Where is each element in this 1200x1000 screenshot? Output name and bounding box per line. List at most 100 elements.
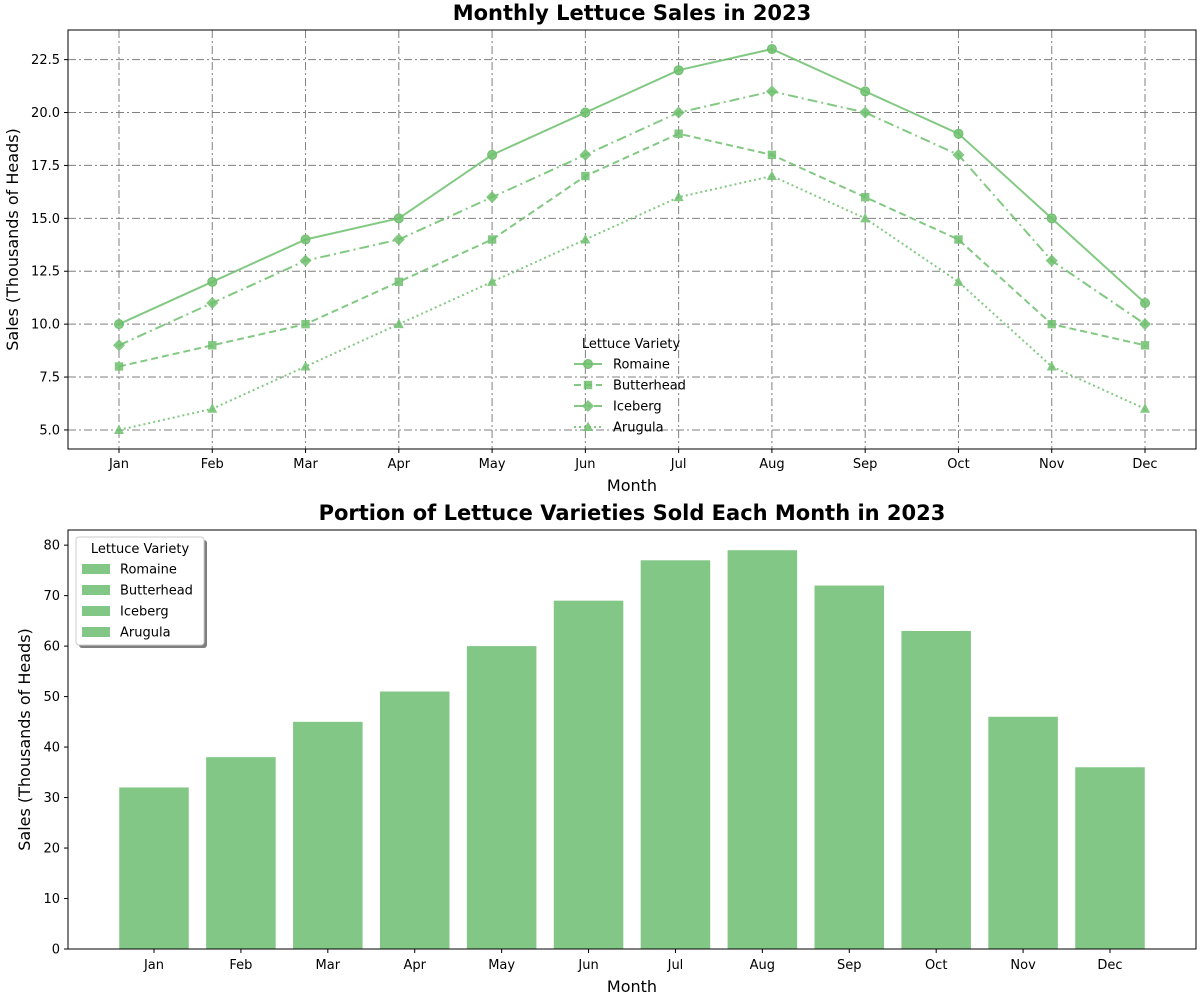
line-point <box>860 192 870 202</box>
line-chart-plot-frame <box>67 29 1197 450</box>
bar <box>901 630 971 949</box>
line-point <box>208 341 217 350</box>
bar-chart-y-axis-label: Sales (Thousands of Heads) <box>15 628 34 851</box>
line-point <box>767 150 777 160</box>
line-point <box>393 213 404 224</box>
line-chart-x-tick-label: Nov <box>1039 457 1065 472</box>
bar-chart-x-tick-label: Feb <box>229 958 252 973</box>
legend-marker <box>583 359 593 369</box>
legend-label: Iceberg <box>613 400 662 415</box>
line-series-butterhead <box>114 129 1150 371</box>
line-chart-x-tick-label: Jan <box>108 457 129 472</box>
line-point <box>672 106 685 119</box>
line-point <box>1140 297 1150 308</box>
bar <box>119 787 189 949</box>
line-chart-x-tick-label: Apr <box>388 457 411 472</box>
line-point <box>580 234 591 244</box>
line-point <box>953 128 964 139</box>
bar-chart-legend-item: Romaine <box>82 563 177 578</box>
bar-chart-x-tick-label: Jun <box>577 958 598 973</box>
bar-chart-title: Portion of Lettuce Varieties Sold Each M… <box>319 501 946 525</box>
legend-swatch <box>82 564 110 574</box>
bar <box>814 585 885 949</box>
bar <box>206 757 276 949</box>
bar-chart-bars <box>119 550 1145 949</box>
line-chart: Monthly Lettuce Sales in 2023 Month Sale… <box>3 1 1197 495</box>
line-point <box>207 403 218 413</box>
line-point <box>954 235 963 244</box>
bar <box>727 550 798 949</box>
legend-label: Arugula <box>120 626 171 641</box>
line-point <box>579 148 592 161</box>
line-point <box>113 339 125 352</box>
line-point <box>859 106 872 119</box>
legend-marker <box>583 421 593 431</box>
bar-chart-x-tick-label: Nov <box>1010 958 1036 973</box>
bar-chart-x-tick-label: Aug <box>750 958 775 973</box>
line-chart-y-tick-label: 12.5 <box>31 265 60 280</box>
line-chart-legend-item: Arugula <box>574 421 664 436</box>
line-point <box>486 191 499 204</box>
line-point <box>1140 341 1150 350</box>
bar-chart-x-tick-label: Sep <box>837 958 862 973</box>
bar-chart-y-tick-label: 50 <box>43 690 60 705</box>
bar-chart-x-tick-label: Apr <box>403 958 426 973</box>
bar-chart-y-tick-label: 70 <box>43 589 60 604</box>
legend-swatch <box>82 585 110 595</box>
bar-chart-legend-item: Butterhead <box>82 584 193 599</box>
line-point <box>392 233 405 246</box>
line-chart-x-tick-label: Oct <box>947 457 969 472</box>
line-point <box>1046 360 1057 371</box>
line-chart-y-axis-label: Sales (Thousands of Heads) <box>3 128 22 351</box>
line-point <box>300 360 311 371</box>
line-point <box>860 86 871 97</box>
line-chart-legend: Lettuce Variety Romaine Butterhead Iceberg… <box>574 337 686 436</box>
line-point <box>674 129 683 138</box>
line-series-iceberg <box>113 85 1151 352</box>
line-chart-legend-item: Romaine <box>574 358 670 373</box>
line-point <box>860 212 871 223</box>
bar-chart-x-tick-label: Mar <box>316 958 341 973</box>
line-point <box>114 362 124 371</box>
bar <box>640 560 711 949</box>
line-chart-x-tick-label: Jun <box>574 457 595 472</box>
bar-chart-x-axis-label: Month <box>607 977 657 996</box>
line-point <box>766 170 777 181</box>
bar-chart-x-tick-label: Jan <box>143 958 164 973</box>
bar-chart-x-tick-label: Dec <box>1097 958 1122 973</box>
line-chart-x-tick-label: Mar <box>293 457 318 472</box>
bar-chart-y-tick-label: 10 <box>43 892 60 907</box>
legend-label: Iceberg <box>120 605 169 620</box>
line-point <box>393 318 404 329</box>
line-chart-x-tick-label: Sep <box>853 457 878 472</box>
line-chart-y-tick-label: 5.0 <box>39 423 60 438</box>
line-chart-x-tick-label: Dec <box>1132 457 1157 472</box>
legend-swatch <box>82 606 110 616</box>
bar <box>466 646 537 949</box>
bar <box>379 691 450 949</box>
line-point <box>953 276 964 286</box>
bar <box>988 716 1058 949</box>
line-chart-y-tick-label: 15.0 <box>31 212 60 227</box>
line-point <box>1045 254 1058 267</box>
line-point <box>673 191 684 202</box>
bar-chart-legend-item: Arugula <box>82 626 171 641</box>
legend-label: Butterhead <box>613 379 686 394</box>
bar-chart-plot-frame <box>67 529 1197 950</box>
bar-chart-y-ticks: 0 10 20 30 40 50 60 70 80 <box>43 539 68 958</box>
line-series-romaine <box>114 44 1150 330</box>
line-point <box>301 319 310 329</box>
bar-chart-y-tick-label: 80 <box>43 539 60 554</box>
legend-marker <box>582 400 594 412</box>
line-chart-legend-item: Iceberg <box>574 400 662 415</box>
line-point <box>394 277 404 287</box>
bar-chart-x-tick-label: May <box>488 958 515 973</box>
line-series-arugula <box>114 170 1150 434</box>
line-point <box>1046 213 1057 224</box>
bar <box>293 721 363 949</box>
line-point <box>581 171 590 181</box>
line-point <box>673 65 684 76</box>
line-point <box>487 276 498 286</box>
line-point <box>952 148 965 161</box>
bar-chart-x-ticks: Jan Feb Mar Apr May Jun Jul Aug Sep Oct Nov Dec <box>143 949 1123 973</box>
